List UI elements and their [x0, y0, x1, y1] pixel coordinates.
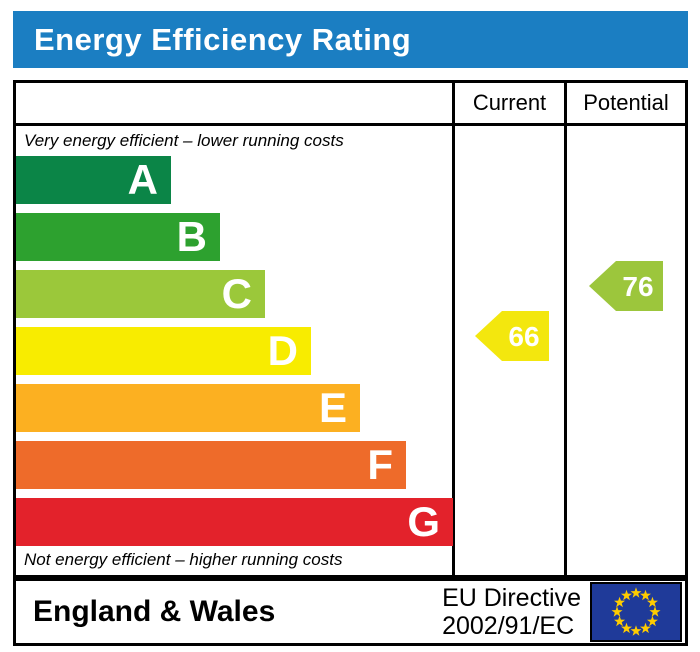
band-letter: F: [367, 441, 393, 488]
band-f: F: [16, 441, 406, 489]
potential-value: 76: [622, 271, 653, 302]
body-row: Very energy efficient – lower running co…: [16, 126, 685, 575]
eu-flag-stars: [611, 587, 661, 636]
title-bar: Energy Efficiency Rating: [13, 11, 688, 68]
header-empty-cell: [16, 83, 455, 123]
footer-bar: England & Wales EU Directive 2002/91/EC: [13, 578, 688, 646]
band-g: G: [16, 498, 453, 546]
page-title: Energy Efficiency Rating: [34, 21, 412, 57]
header-potential: Potential: [583, 90, 669, 115]
band-letter: E: [318, 384, 347, 431]
bands-area: Very energy efficient – lower running co…: [16, 126, 455, 575]
region-label: England & Wales: [33, 595, 276, 628]
eu-flag-icon: [590, 582, 682, 642]
band-b: B: [16, 213, 220, 261]
bottom-note: Not energy efficient – higher running co…: [24, 550, 343, 569]
band-a: A: [16, 156, 171, 204]
band-letter: D: [267, 327, 298, 374]
current-column: 66: [455, 126, 567, 575]
band-c: C: [16, 270, 265, 318]
current-arrow-shape: [475, 311, 549, 361]
band-letter: C: [221, 270, 252, 317]
top-note: Very energy efficient – lower running co…: [24, 131, 344, 150]
header-current: Current: [455, 83, 567, 123]
band-d: D: [16, 327, 311, 375]
eu-directive-line2: 2002/91/EC: [442, 612, 575, 640]
potential-arrow-shape: [589, 261, 663, 311]
current-value: 66: [508, 321, 539, 352]
rating-table: Current Potential Very energy efficient …: [13, 80, 688, 578]
band-letter: G: [407, 498, 440, 545]
potential-arrow: 76: [589, 261, 663, 311]
band-e: E: [16, 384, 360, 432]
eu-directive-line1: EU Directive: [442, 584, 581, 612]
band-letter: A: [127, 156, 158, 203]
header-row: Current Potential: [16, 83, 685, 126]
eu-directive-label: EU Directive 2002/91/EC: [442, 584, 581, 640]
potential-column: 76: [567, 126, 685, 575]
band-letter: B: [176, 213, 207, 260]
current-arrow: 66: [475, 311, 549, 361]
